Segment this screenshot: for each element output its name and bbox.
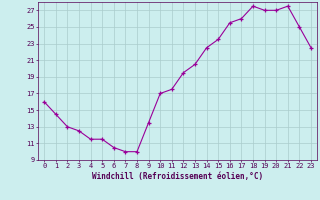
- X-axis label: Windchill (Refroidissement éolien,°C): Windchill (Refroidissement éolien,°C): [92, 172, 263, 181]
